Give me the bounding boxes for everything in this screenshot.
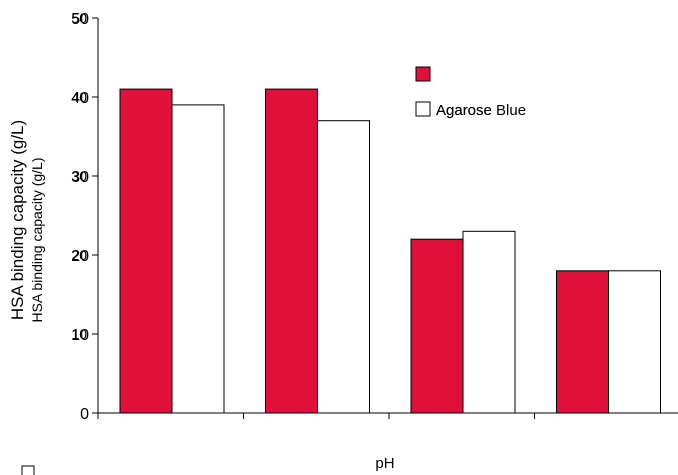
y-tick-label-overlay: 20 [71, 247, 87, 263]
y-tick-label: 20 [71, 248, 89, 265]
y-tick-label: 10 [71, 327, 89, 344]
legend: Agarose Agarose Blue [415, 66, 526, 119]
y-tick-label-overlay: 10 [71, 326, 87, 342]
legend-label-series-2: Agarose [436, 102, 492, 119]
y-tick-label-overlay: 30 [71, 168, 87, 184]
y-tick-label: 40 [71, 90, 89, 107]
bar-series-2 [462, 230, 516, 414]
corner-swatch [21, 465, 35, 475]
bar-series-2 [317, 120, 370, 414]
y-tick-label-overlay: 50 [71, 10, 87, 26]
x-axis-label: pH [375, 455, 394, 472]
x-ticks [97, 413, 535, 419]
legend-swatch-series-2 [415, 101, 431, 117]
bar-series-1 [265, 88, 318, 414]
y-tick-label: 50 [71, 11, 89, 28]
legend-swatch-series-1 [415, 66, 431, 82]
legend-label-overlay: Agarose Blue [436, 102, 526, 119]
y-tick-label-overlay: 40 [71, 89, 87, 105]
y-tick-label: 0 [80, 406, 89, 423]
bar-series-1 [410, 238, 464, 414]
bar-series-1 [119, 88, 173, 414]
bar-series-2 [608, 270, 661, 414]
y-axis-label-overlay: HSA binding capacity (g/L) [29, 158, 45, 323]
bar-series-2 [171, 104, 225, 414]
y-tick-label: 30 [71, 169, 89, 186]
y-axis-label: HSA binding capacity (g/L) [8, 120, 27, 320]
bars [119, 88, 661, 414]
bar-series-1 [556, 270, 609, 414]
